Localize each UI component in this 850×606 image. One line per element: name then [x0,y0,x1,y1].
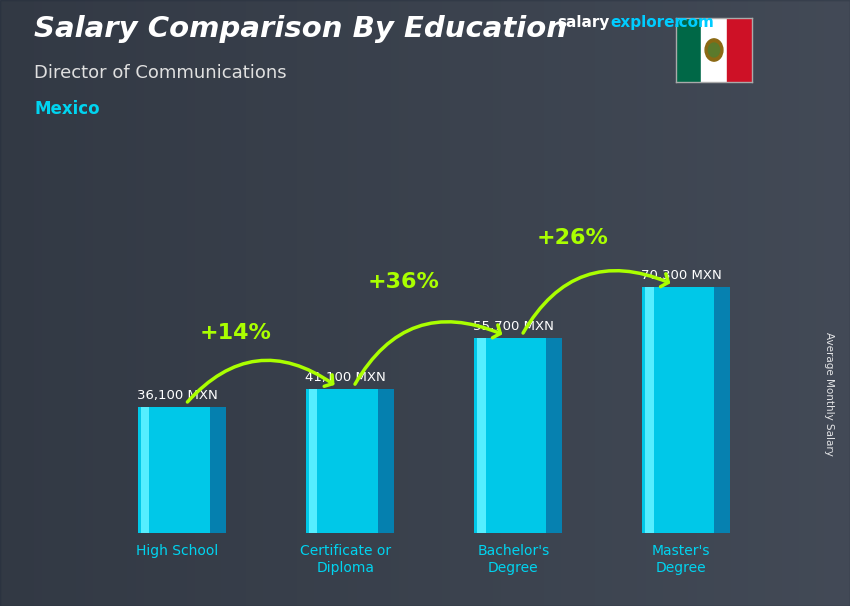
Bar [701,18,727,82]
Text: 70,300 MXN: 70,300 MXN [641,269,722,282]
Text: Salary Comparison By Education: Salary Comparison By Education [34,15,567,43]
Bar [142,407,226,533]
Text: 41,100 MXN: 41,100 MXN [305,371,386,384]
Bar [309,390,318,533]
Bar [646,287,730,533]
Text: .com: .com [673,15,714,30]
Bar [645,287,654,533]
Text: Mexico: Mexico [34,100,99,118]
Text: salary: salary [557,15,609,30]
Bar [474,338,546,533]
Bar [310,390,394,533]
Text: 55,700 MXN: 55,700 MXN [473,320,553,333]
Circle shape [706,39,722,61]
Bar [727,18,752,82]
Bar [478,338,562,533]
Bar [643,287,714,533]
Bar [138,407,209,533]
Text: +14%: +14% [200,324,272,344]
Bar [477,338,485,533]
Text: explorer: explorer [610,15,683,30]
Bar [676,18,701,82]
Bar [141,407,150,533]
Circle shape [708,43,720,57]
Text: +26%: +26% [536,228,608,248]
Bar [306,390,377,533]
Text: Average Monthly Salary: Average Monthly Salary [824,332,834,456]
Text: 36,100 MXN: 36,100 MXN [137,388,218,402]
Text: Director of Communications: Director of Communications [34,64,286,82]
Text: +36%: +36% [368,272,440,292]
